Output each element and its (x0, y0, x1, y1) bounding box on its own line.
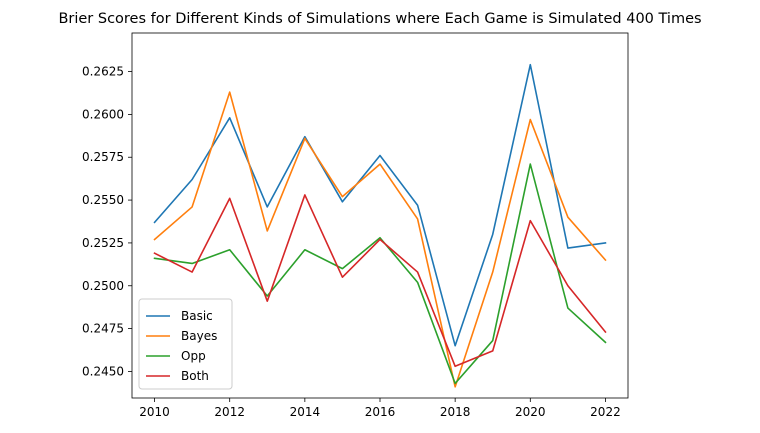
x-tick-label: 2018 (440, 405, 471, 419)
legend: Basic Bayes Opp Both (138, 298, 233, 390)
legend-label-basic: Basic (181, 309, 213, 323)
x-axis: 2010 2012 2014 2016 2018 2020 2022 (139, 398, 621, 419)
legend-box (138, 298, 233, 390)
x-tick-label: 2014 (290, 405, 321, 419)
x-tick-label: 2020 (515, 405, 546, 419)
y-tick-label: 0.2625 (82, 65, 124, 79)
y-tick-label: 0.2550 (82, 193, 124, 207)
y-tick-label: 0.2525 (82, 236, 124, 250)
x-tick-label: 2012 (214, 405, 245, 419)
legend-label-bayes: Bayes (181, 329, 217, 343)
y-tick-label: 0.2475 (82, 322, 124, 336)
y-tick-label: 0.2450 (82, 364, 124, 378)
series-layer (153, 63, 607, 388)
series-line-opp (153, 163, 607, 385)
series-line-both (153, 194, 607, 368)
y-tick-label: 0.2600 (82, 107, 124, 121)
legend-label-both: Both (181, 369, 209, 383)
y-axis: 0.2450 0.2475 0.2500 0.2525 0.2550 0.2575 0.26… (82, 65, 132, 378)
series-line-bayes (153, 91, 607, 388)
y-tick-label: 0.2500 (82, 279, 124, 293)
legend-label-opp: Opp (181, 349, 206, 363)
x-tick-label: 2010 (139, 405, 170, 419)
series-line-basic (153, 63, 607, 347)
chart-title: Brier Scores for Different Kinds of Simu… (58, 11, 701, 27)
x-tick-label: 2016 (365, 405, 396, 419)
y-tick-label: 0.2575 (82, 150, 124, 164)
x-tick-label: 2022 (590, 405, 621, 419)
